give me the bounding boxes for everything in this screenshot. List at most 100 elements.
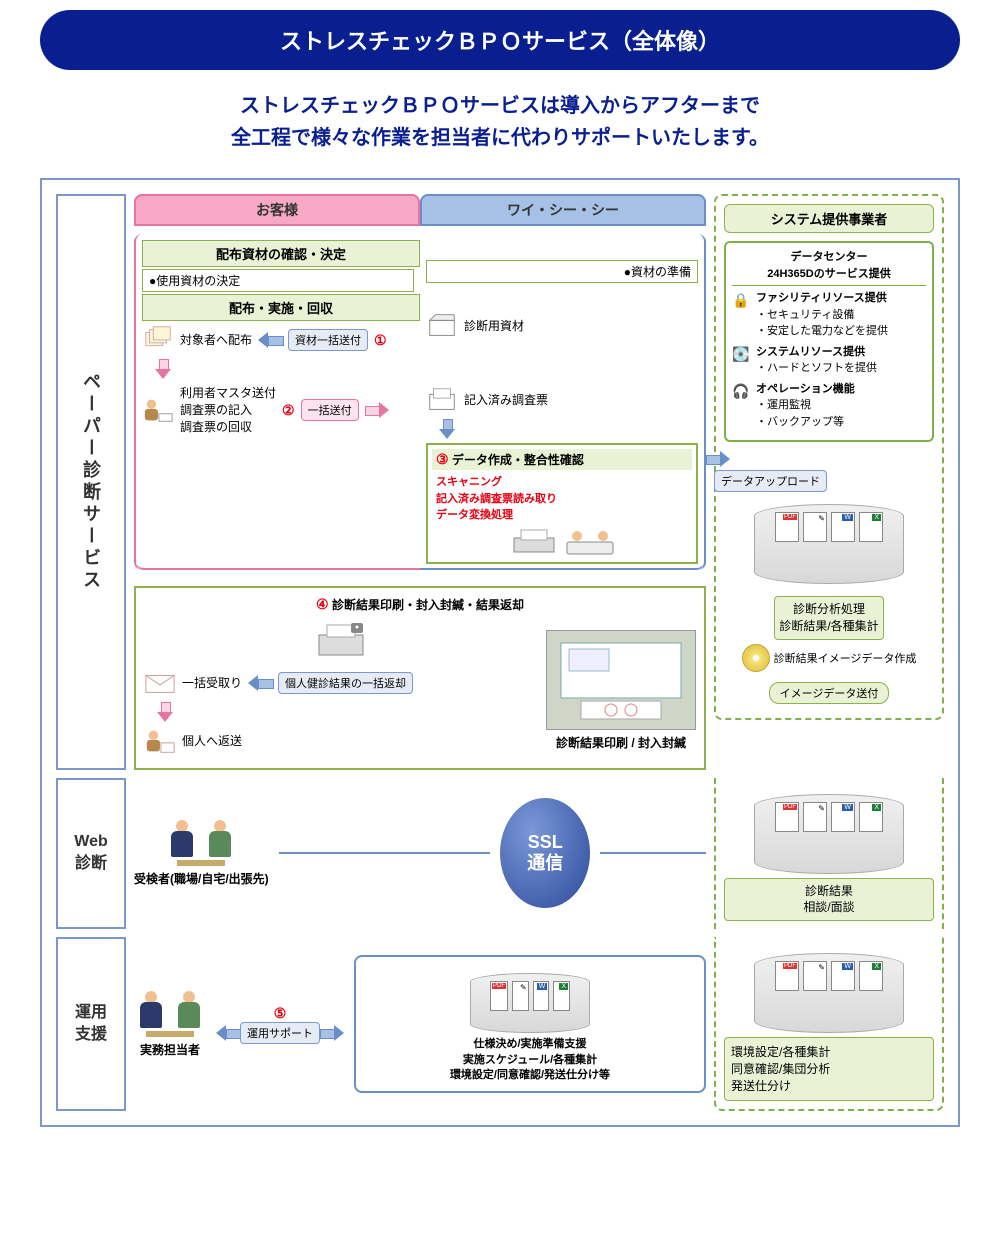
paper-center: お客様 ワイ・シー・シー 配布資材の確認・決定 ●使用資材の決定 配布・実施・回…	[134, 194, 706, 770]
step-4-badge: ④	[316, 596, 329, 613]
stage1-right: ●資材の準備	[426, 260, 698, 283]
person-suit-icon	[165, 820, 199, 860]
envelope-photo	[546, 630, 696, 730]
excel-icon	[859, 512, 883, 542]
pdf-icon	[775, 961, 799, 991]
print-seal-label: 診断結果印刷 / 封入封緘	[546, 734, 696, 751]
analysis-label: 診断分析処理 診断結果/各種集計	[774, 596, 883, 640]
stage3-title: データ作成・整合性確認	[452, 453, 584, 467]
tab-ycc: ワイ・シー・シー	[420, 194, 706, 226]
bulk-material-label: 資材一括送付	[288, 329, 368, 351]
step-3-badge: ③	[436, 451, 449, 468]
lock-icon: 🔒	[732, 290, 750, 340]
stage4-title: 診断結果印刷・封入封緘・結果返却	[332, 598, 524, 612]
stage4-box: ④ 診断結果印刷・封入封緘・結果返却 一括受取り 個人健診結果の一括返却	[134, 586, 706, 770]
return-individual-label: 個人へ返送	[182, 732, 242, 749]
excel-icon	[859, 802, 883, 832]
sys-provider-title: システム提供事業者	[724, 204, 934, 233]
section-tab-paper-label: ペーパー診断サービス	[78, 372, 104, 592]
stage1-left: ●使用資材の決定	[142, 269, 414, 292]
stage3-items: スキャニング 記入済み調査票読み取り データ変換処理	[432, 470, 692, 528]
image-create-label: 診断結果イメージデータ作成	[774, 650, 917, 666]
dc-title: データセンター 24H365Dのサービス提供	[732, 249, 926, 286]
arrow-left-icon	[216, 1026, 240, 1040]
facility-1: ・セキュリティ設備	[756, 307, 888, 324]
staff-label: 実務担当者	[134, 1041, 206, 1058]
sealed-printer-icon	[311, 621, 371, 661]
person-suit-icon	[134, 991, 168, 1031]
arrow-down-icon	[156, 359, 170, 379]
arrow-right-icon	[320, 1026, 344, 1040]
right-col-paper: システム提供事業者 データセンター 24H365Dのサービス提供 🔒 ファシリテ…	[714, 194, 944, 770]
diagram-frame: ペーパー診断サービス お客様 ワイ・シー・シー 配布資材の確認・決定 ●使用資材…	[40, 178, 960, 1127]
ops-center: 実務担当者 ⑤ 運用サポート ✎ 仕様決め/実施準備支援 実施スケジュール/各種…	[134, 937, 706, 1111]
person-green-icon	[203, 820, 237, 860]
filled-label: 記入済み調査票	[464, 392, 548, 409]
section-tab-ops-label: 運用 支援	[75, 1002, 107, 1047]
examinee-label: 受検者(職場/自宅/出張先)	[134, 870, 269, 887]
subtitle-line1: ストレスチェックＢＰＯサービスは導入からアフターまで	[40, 90, 960, 122]
word-icon	[533, 981, 550, 1011]
section-tab-web: Web 診断	[56, 778, 126, 930]
excel-icon	[553, 981, 570, 1011]
word-icon	[831, 961, 855, 991]
sysres-1: ・ハードとソフトを提供	[756, 360, 877, 377]
arrow-left-icon	[248, 676, 272, 690]
ops-details: 仕様決め/実施準備支援 実施スケジュール/各種集計 環境設定/同意確認/発送仕分…	[364, 1037, 696, 1083]
word-icon	[831, 512, 855, 542]
pdf-icon	[490, 981, 508, 1011]
right-col-ops: ✎ 環境設定/各種集計 同意確認/集団分析 発送仕分け	[714, 937, 944, 1111]
section-tab-web-label: Web 診断	[74, 831, 107, 876]
docs-icon	[142, 327, 174, 353]
keyboard-icon	[565, 528, 615, 558]
person-receive-icon	[144, 728, 176, 754]
database-icon: ✎	[754, 504, 904, 584]
title-banner: ストレスチェックＢＰＯサービス（全体像）	[40, 10, 960, 70]
disk-icon: 💽	[732, 344, 750, 377]
row-filled: 記入済み調査票	[426, 387, 698, 413]
printer-icon	[509, 528, 559, 558]
arrow-down-blue-icon	[440, 419, 454, 439]
bulk-return-label: 個人健診結果の一括返却	[278, 672, 413, 694]
operator-icon: 🎧	[732, 381, 750, 431]
web-center: 受検者(職場/自宅/出張先) SSL 通信	[134, 778, 706, 930]
cd-icon	[742, 644, 770, 672]
ops-support-label: 運用サポート	[240, 1022, 320, 1044]
row-diagmaterial: 診断用資材	[426, 313, 698, 339]
section-tab-ops: 運用 支援	[56, 937, 126, 1111]
image-send-label: イメージデータ送付	[769, 682, 890, 704]
step-2-badge: ②	[282, 402, 295, 419]
doc-icon: ✎	[512, 981, 529, 1011]
person-green-icon	[172, 991, 206, 1031]
tab-customer: お客様	[134, 194, 420, 226]
stage1-title: 配布資材の確認・決定	[142, 240, 420, 267]
right-col-web: ✎ 診断結果 相談/面談	[714, 778, 944, 930]
box-icon	[426, 313, 458, 339]
diagmaterial-label: 診断用資材	[464, 318, 524, 335]
section-tab-paper: ペーパー診断サービス	[56, 194, 126, 770]
datacenter-box: データセンター 24H365Dのサービス提供 🔒 ファシリティリソース提供 ・セ…	[724, 241, 934, 442]
stage2-title: 配布・実施・回収	[142, 294, 420, 321]
database-icon: ✎	[470, 973, 590, 1033]
ssl-node: SSL 通信	[500, 798, 590, 908]
env-label: 環境設定/各種集計 同意確認/集団分析 発送仕分け	[724, 1037, 934, 1101]
bulk-send-label: 一括送付	[301, 399, 359, 421]
row-usermaster: 利用者マスタ送付 調査票の記入 調査票の回収 ② 一括送付	[142, 385, 414, 435]
excel-icon	[859, 961, 883, 991]
step-5-badge: ⑤	[274, 1005, 287, 1022]
arrow-down-icon	[158, 702, 172, 722]
doc-icon: ✎	[803, 802, 827, 832]
envelope-icon	[144, 670, 176, 696]
doc-icon: ✎	[803, 512, 827, 542]
arrow-right-icon	[706, 452, 730, 466]
arrow-left-icon	[258, 333, 282, 347]
sysres-h: システムリソース提供	[756, 344, 877, 361]
ops-h: オペレーション機能	[756, 381, 855, 398]
facility-2: ・安定した電力などを提供	[756, 323, 888, 340]
examinee-icons	[134, 820, 269, 860]
pdf-icon	[775, 802, 799, 832]
person-write-icon	[142, 397, 174, 423]
result-consult-label: 診断結果 相談/面談	[724, 878, 934, 922]
database-icon: ✎	[754, 794, 904, 874]
facility-h: ファシリティリソース提供	[756, 290, 888, 307]
